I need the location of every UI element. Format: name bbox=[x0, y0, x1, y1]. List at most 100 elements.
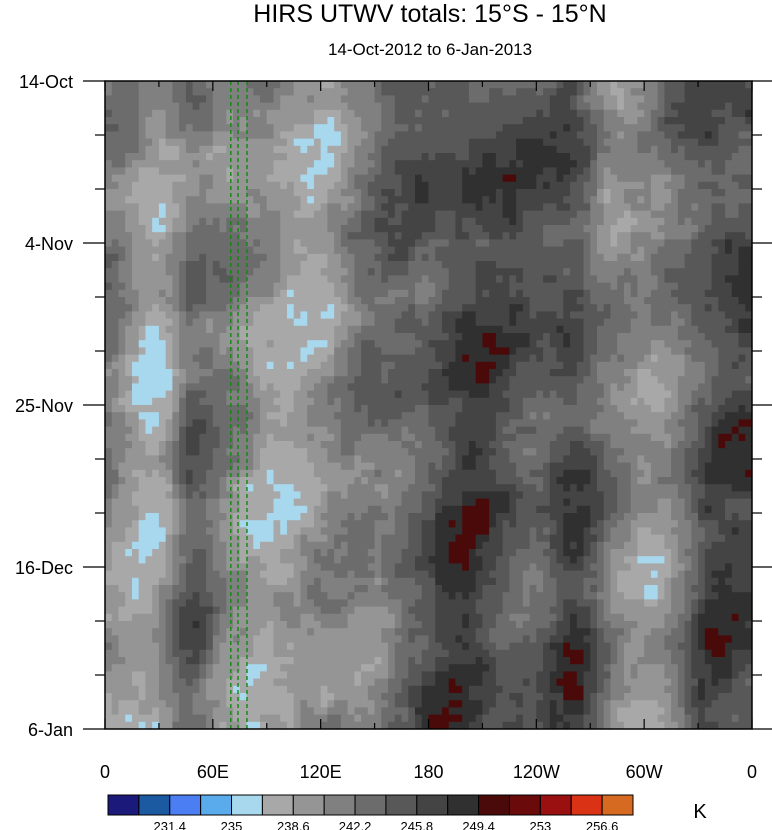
heatmap-cell bbox=[179, 304, 187, 312]
heatmap-cell bbox=[522, 261, 531, 269]
heatmap-cell bbox=[131, 117, 140, 125]
heatmap-cell bbox=[320, 426, 329, 435]
heatmap-cell bbox=[576, 145, 585, 154]
heatmap-cell bbox=[495, 246, 504, 255]
heatmap-cell bbox=[266, 145, 275, 154]
heatmap-cell bbox=[131, 340, 140, 348]
heatmap-cell bbox=[206, 412, 214, 420]
heatmap-cell bbox=[563, 282, 571, 291]
heatmap-cell bbox=[361, 412, 369, 420]
heatmap-cell bbox=[192, 390, 200, 399]
heatmap-cell bbox=[415, 160, 423, 168]
heatmap-cell bbox=[347, 275, 355, 284]
heatmap-cell bbox=[165, 167, 173, 176]
heatmap-cell bbox=[260, 325, 268, 334]
heatmap-cell bbox=[677, 181, 686, 190]
heatmap-cell bbox=[536, 412, 544, 420]
heatmap-cell bbox=[138, 397, 147, 406]
heatmap-cell bbox=[260, 102, 268, 111]
heatmap-cell bbox=[650, 376, 659, 384]
heatmap-cell bbox=[745, 275, 752, 284]
heatmap-cell bbox=[516, 412, 524, 420]
heatmap-cell bbox=[637, 297, 645, 305]
heatmap-cell bbox=[219, 102, 227, 111]
heatmap-cell bbox=[286, 196, 295, 204]
heatmap-cell bbox=[603, 109, 612, 118]
heatmap-cell bbox=[455, 145, 463, 154]
heatmap-cell bbox=[718, 340, 726, 348]
heatmap-cell bbox=[590, 225, 598, 233]
heatmap-cell bbox=[738, 405, 746, 413]
heatmap-cell bbox=[657, 433, 665, 442]
heatmap-cell bbox=[455, 124, 463, 132]
heatmap-cell bbox=[684, 81, 692, 89]
heatmap-cell bbox=[239, 88, 248, 96]
heatmap-cell bbox=[401, 232, 409, 240]
heatmap-cell bbox=[698, 102, 706, 111]
heatmap-cell bbox=[340, 318, 349, 327]
heatmap-cell bbox=[246, 225, 254, 233]
heatmap-cell bbox=[239, 95, 248, 104]
heatmap-cell bbox=[320, 275, 329, 284]
heatmap-cell bbox=[745, 376, 752, 384]
heatmap-cell bbox=[199, 419, 207, 428]
heatmap-cell bbox=[468, 196, 477, 204]
heatmap-cell bbox=[138, 383, 147, 392]
heatmap-cell bbox=[118, 383, 126, 392]
heatmap-cell bbox=[172, 174, 180, 183]
heatmap-cell bbox=[293, 304, 302, 312]
heatmap-cell bbox=[226, 268, 234, 276]
heatmap-cell bbox=[509, 102, 517, 111]
heatmap-cell bbox=[293, 383, 302, 392]
heatmap-cell bbox=[145, 311, 153, 320]
heatmap-cell bbox=[630, 448, 639, 456]
heatmap-cell bbox=[421, 383, 430, 392]
heatmap-cell bbox=[623, 174, 632, 183]
heatmap-cell bbox=[543, 369, 551, 377]
heatmap-cell bbox=[165, 397, 173, 406]
heatmap-cell bbox=[340, 383, 349, 392]
heatmap-cell bbox=[637, 311, 645, 320]
heatmap-cell bbox=[570, 318, 578, 327]
heatmap-cell bbox=[543, 102, 551, 111]
heatmap-cell bbox=[475, 397, 484, 406]
heatmap-cell bbox=[381, 325, 389, 334]
heatmap-cell bbox=[354, 275, 362, 284]
heatmap-cell bbox=[273, 433, 281, 442]
heatmap-cell bbox=[711, 102, 719, 111]
heatmap-cell bbox=[664, 419, 672, 428]
heatmap-cell bbox=[111, 225, 120, 233]
heatmap-cell bbox=[617, 109, 625, 118]
heatmap-cell bbox=[684, 167, 692, 176]
heatmap-cell bbox=[590, 441, 598, 449]
heatmap-cell bbox=[158, 397, 167, 406]
heatmap-cell bbox=[354, 81, 362, 89]
heatmap-cell bbox=[125, 210, 133, 219]
heatmap-cell bbox=[286, 102, 295, 111]
heatmap-cell bbox=[313, 340, 322, 348]
heatmap-cell bbox=[596, 304, 605, 312]
heatmap-cell bbox=[671, 397, 679, 406]
heatmap-cell bbox=[199, 189, 207, 197]
heatmap-cell bbox=[745, 124, 752, 132]
heatmap-cell bbox=[522, 304, 531, 312]
heatmap-cell bbox=[334, 225, 342, 233]
heatmap-cell bbox=[266, 181, 275, 190]
heatmap-cell bbox=[630, 275, 639, 284]
heatmap-cell bbox=[583, 297, 591, 305]
heatmap-cell bbox=[334, 448, 342, 456]
heatmap-cell bbox=[623, 210, 632, 219]
heatmap-cell bbox=[118, 217, 126, 226]
heatmap-cell bbox=[711, 203, 719, 212]
heatmap-cell bbox=[415, 297, 423, 305]
heatmap-cell bbox=[401, 354, 409, 363]
heatmap-cell bbox=[367, 325, 376, 334]
heatmap-cell bbox=[630, 433, 639, 442]
heatmap-cell bbox=[226, 81, 234, 89]
heatmap-cell bbox=[226, 304, 234, 312]
heatmap-cell bbox=[623, 397, 632, 406]
heatmap-cell bbox=[320, 289, 329, 298]
heatmap-cell bbox=[441, 109, 450, 118]
heatmap-cell bbox=[408, 297, 416, 305]
heatmap-cell bbox=[206, 405, 214, 413]
